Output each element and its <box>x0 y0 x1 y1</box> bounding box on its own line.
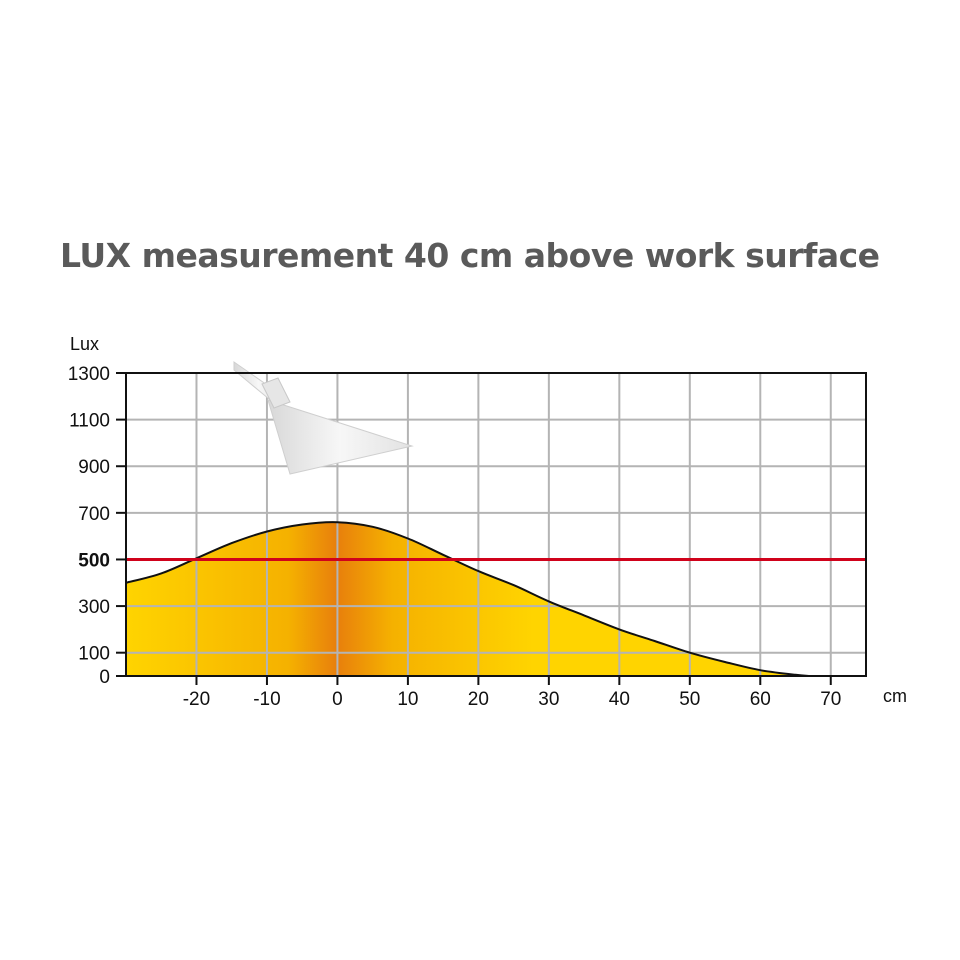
y-tick-label: 100 <box>78 644 110 665</box>
x-tick-label: 60 <box>750 689 771 710</box>
y-tick-label: 300 <box>78 597 110 618</box>
x-tick-label: 40 <box>609 689 630 710</box>
y-tick-label: 1100 <box>69 411 110 432</box>
x-tick-label: 20 <box>468 689 489 710</box>
x-tick-label: 50 <box>679 689 700 710</box>
chart-title: LUX measurement 40 cm above work surface <box>60 236 880 275</box>
x-tick-label: 70 <box>820 689 841 710</box>
y-tick-label: 700 <box>78 504 110 525</box>
y-tick-label: 1300 <box>68 364 110 385</box>
x-tick-label: -10 <box>253 689 280 710</box>
x-tick-label: 30 <box>538 689 559 710</box>
x-tick-label: -20 <box>183 689 210 710</box>
plot-frame <box>125 372 867 677</box>
x-axis-label: cm <box>883 686 907 706</box>
x-tick-label: 0 <box>332 689 343 710</box>
x-tick-label: 10 <box>397 689 418 710</box>
y-tick-label: 500 <box>78 550 110 571</box>
lux-curve <box>125 521 810 677</box>
lamp-icon <box>233 361 414 475</box>
y-axis-label: Lux <box>70 334 99 354</box>
y-tick-label: 0 <box>99 667 110 688</box>
y-tick-label: 900 <box>78 457 110 478</box>
